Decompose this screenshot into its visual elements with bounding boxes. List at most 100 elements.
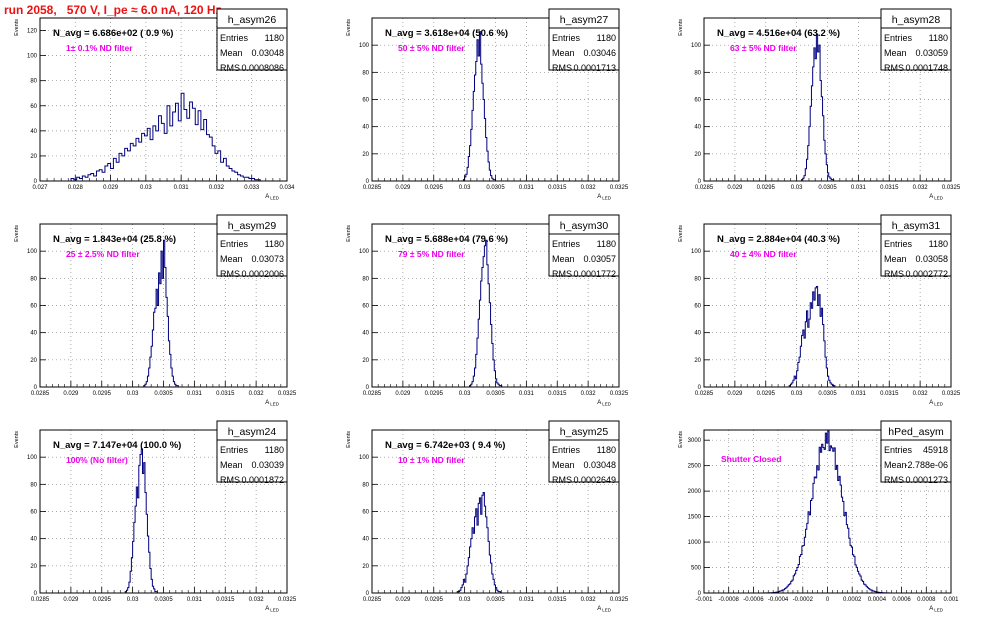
x-tick-label: 0.029	[395, 185, 411, 191]
y-tick-label: 80	[30, 482, 37, 488]
x-tick-label: 0.029	[63, 597, 79, 603]
filter-annotation: 10 ± 1% ND filter	[398, 455, 465, 465]
x-tick-label: 0.032	[249, 391, 265, 397]
stats-box-frame	[880, 420, 952, 483]
stats-label: Mean	[552, 254, 575, 264]
stats-box-frame	[880, 214, 952, 277]
x-tick-label: 0.0325	[278, 597, 297, 603]
x-tick-label: 0.034	[279, 185, 295, 191]
pad-h_asym25: 0.0285 0.029 0.0295 0.03 0.0305 0.031 0.0315 0.…	[346, 420, 629, 613]
n-avg-label: N_avg = 6.742e+03 ( 9.4 %)	[385, 440, 505, 451]
x-tick-label: 0.0285	[695, 185, 714, 191]
x-tick-label: 0.031	[851, 185, 867, 191]
filter-annotation: 25 ± 2.5% ND filter	[66, 249, 140, 259]
stats-value: 0.0002772	[905, 269, 948, 279]
filter-annotation: 50 ± 5% ND filter	[398, 43, 465, 53]
y-tick-label: 60	[362, 510, 369, 516]
n-avg-label: N_avg = 4.516e+04 (63.2 %)	[717, 28, 840, 39]
y-axis-label: Events	[678, 19, 684, 36]
y-tick-label: 20	[362, 564, 369, 570]
stats-label: Entries	[552, 445, 581, 455]
x-tick-label: 0.033	[244, 185, 260, 191]
x-tick-label: 0.032	[913, 185, 929, 191]
stats-box: h_asym29 Entries 1180 Mean 0.03073 RMS 0.00020…	[216, 214, 288, 279]
stats-value: 0.0001872	[241, 475, 284, 485]
x-tick-label: 0.0315	[880, 391, 899, 397]
stats-value: 0.03059	[915, 48, 948, 58]
y-axis-label: Events	[346, 225, 352, 242]
stats-value: 0.03048	[251, 48, 284, 58]
stats-label: Entries	[884, 33, 913, 43]
x-tick-label: 0.0305	[486, 391, 505, 397]
stats-title: h_asym28	[892, 14, 941, 26]
x-tick-label: 0.0285	[695, 391, 714, 397]
stats-value: 0.03046	[583, 48, 616, 58]
stats-label: RMS	[552, 269, 572, 279]
stats-value: 1180	[597, 33, 616, 43]
x-tick-label: 0.029	[727, 185, 743, 191]
y-tick-label: 80	[30, 79, 37, 85]
x-tick-label: 0.0325	[278, 391, 297, 397]
y-tick-label: 60	[362, 98, 369, 104]
x-axis-label: ALED	[265, 606, 280, 613]
x-tick-label: 0.0295	[425, 597, 444, 603]
x-tick-label: -0.001	[695, 597, 713, 603]
pad-h_asym29: 0.0285 0.029 0.0295 0.03 0.0305 0.031 0.0315 0.…	[14, 214, 297, 407]
x-tick-label: 0.031	[519, 185, 535, 191]
stats-title: h_asym29	[228, 220, 277, 232]
y-tick-label: 120	[27, 29, 38, 35]
stats-label: Entries	[884, 445, 913, 455]
filter-annotation: 79 ± 5% ND filter	[398, 249, 465, 259]
x-tick-label: 0.032	[581, 185, 597, 191]
y-tick-label: 1000	[688, 540, 702, 546]
pad-hPed_asym: -0.001 -0.0008 -0.0006 -0.0004 -0.0002 0 0.000…	[678, 420, 959, 613]
y-tick-label: 40	[362, 537, 369, 543]
x-tick-label: 0.031	[174, 185, 190, 191]
histogram-h_asym27	[462, 31, 496, 181]
stats-box-frame	[216, 8, 288, 71]
stats-label: RMS	[884, 475, 904, 485]
y-tick-label: 0	[34, 591, 38, 597]
pad-h_asym27: 0.0285 0.029 0.0295 0.03 0.0305 0.031 0.0315 0.…	[346, 8, 629, 201]
histogram-h_asym25	[456, 491, 501, 593]
stats-label: RMS	[552, 475, 572, 485]
y-tick-label: 500	[691, 566, 702, 572]
stats-title: h_asym31	[892, 220, 941, 232]
histogram-h_asym24	[124, 448, 158, 593]
y-tick-label: 20	[30, 358, 37, 364]
y-tick-label: 60	[694, 304, 701, 310]
x-tick-label: 0.032	[581, 597, 597, 603]
x-tick-label: 0.0325	[610, 597, 629, 603]
x-axis-label: ALED	[597, 194, 612, 201]
y-tick-label: 40	[30, 331, 37, 337]
stats-label: Mean	[884, 254, 907, 264]
y-axis-label: Events	[14, 225, 20, 242]
x-tick-label: 0.029	[395, 391, 411, 397]
y-tick-label: 0	[698, 179, 702, 185]
x-axis-label: ALED	[929, 606, 944, 613]
stats-label: Mean	[220, 48, 243, 58]
x-tick-label: 0.028	[68, 185, 84, 191]
x-tick-label: 0.0004	[868, 597, 887, 603]
stats-label: Entries	[552, 33, 581, 43]
stats-value: 0.0002006	[241, 269, 284, 279]
x-tick-label: 0.0008	[917, 597, 936, 603]
y-tick-label: 20	[30, 564, 37, 570]
x-tick-label: 0.0295	[93, 391, 112, 397]
x-tick-label: 0.03	[459, 185, 471, 191]
stats-box: h_asym26 Entries 1180 Mean 0.03048 RMS 0.00080…	[216, 8, 288, 73]
x-tick-label: 0.027	[32, 185, 48, 191]
y-tick-label: 60	[30, 304, 37, 310]
stats-box-frame	[548, 420, 620, 483]
x-tick-label: 0.029	[103, 185, 119, 191]
x-tick-label: 0.031	[519, 391, 535, 397]
y-tick-label: 100	[27, 455, 38, 461]
y-tick-label: 2000	[688, 489, 702, 495]
x-tick-label: -0.0008	[719, 597, 740, 603]
y-axis-label: Events	[678, 225, 684, 242]
y-tick-label: 100	[359, 43, 370, 49]
stats-box: h_asym25 Entries 1180 Mean 0.03048 RMS 0.00026…	[548, 420, 620, 485]
pad-h_asym31: 0.0285 0.029 0.0295 0.03 0.0305 0.031 0.0315 0.…	[678, 214, 961, 407]
y-tick-label: 100	[359, 455, 370, 461]
x-tick-label: 0.0305	[486, 597, 505, 603]
